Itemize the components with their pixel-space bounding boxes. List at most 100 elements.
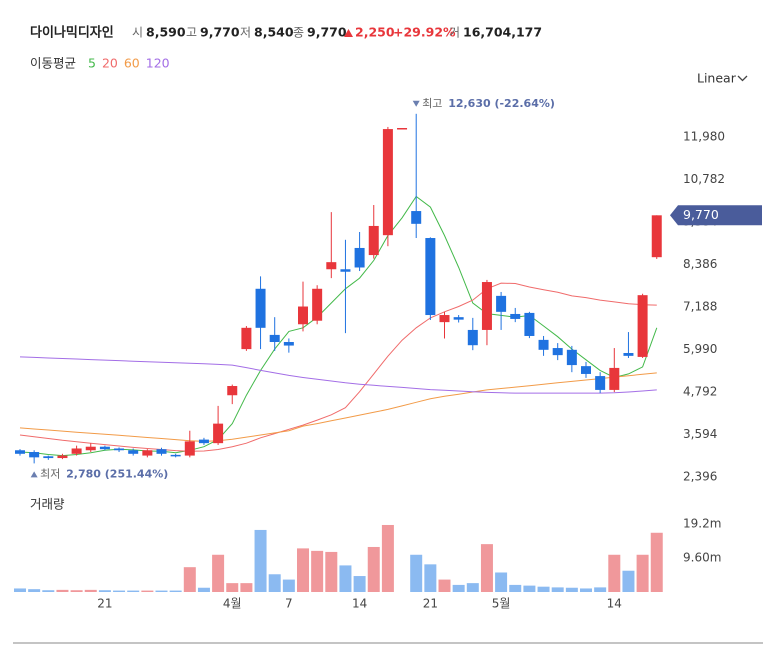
candle-body	[71, 448, 82, 454]
volume-bar	[84, 589, 97, 592]
stock-name: 다이나믹디자인	[30, 25, 114, 41]
high-label: 고	[186, 26, 197, 40]
candle-body	[241, 327, 252, 350]
candle-body	[57, 455, 68, 459]
candle-body	[510, 313, 521, 319]
volume-bar	[480, 544, 493, 592]
candle-body	[312, 288, 323, 321]
candle-body	[29, 452, 40, 458]
volume-bar	[636, 554, 649, 592]
volume-bar	[594, 587, 607, 592]
ma-title: 이동평균	[30, 56, 76, 71]
volume-bar	[650, 532, 663, 592]
candle-body	[581, 366, 591, 374]
volume-bar	[339, 565, 352, 592]
candle-body	[496, 295, 507, 312]
candle-body	[213, 423, 224, 444]
high-prefix: 최고	[422, 97, 442, 110]
volume-bar	[282, 579, 295, 592]
candle-body	[481, 282, 492, 330]
y-tick-label: 3,594	[683, 427, 717, 441]
candle-body	[411, 211, 422, 224]
candle-body	[142, 450, 153, 456]
volume-title: 거래량	[30, 497, 65, 512]
candle-body	[609, 367, 620, 390]
volume-bar	[42, 590, 55, 592]
ma-legend-item: 5	[88, 56, 96, 71]
candle-body	[283, 342, 294, 346]
candle-body	[538, 339, 549, 350]
volume-bar	[410, 554, 423, 592]
low-value: 8,540	[254, 25, 294, 40]
change-value: 2,250	[355, 25, 395, 40]
volume-bar	[537, 586, 550, 592]
y-tick-label: 11,980	[683, 129, 725, 143]
volume-tick-label: 19.2m	[683, 516, 721, 530]
open-label: 시	[132, 26, 143, 40]
x-tick-label: 21	[423, 597, 438, 611]
high-value: 9,770	[200, 25, 240, 40]
volume-bar	[113, 590, 126, 592]
volume-bar	[311, 550, 324, 592]
volume-bar	[551, 587, 564, 592]
y-tick-label: 8,386	[683, 257, 717, 271]
ma-line	[19, 195, 658, 457]
volume-bar	[523, 585, 536, 592]
candle-body	[397, 128, 408, 130]
high-marker	[412, 100, 420, 107]
volume-bar	[424, 564, 437, 592]
candle-body	[368, 225, 379, 256]
candle-body	[467, 329, 478, 346]
y-tick-label: 4,792	[683, 384, 717, 398]
volume-bar	[438, 579, 451, 592]
candle-body	[156, 449, 167, 454]
candle-body	[326, 262, 337, 270]
price-tag	[670, 205, 762, 226]
scale-mode[interactable]: Linear	[697, 71, 737, 86]
volume-bar	[509, 584, 522, 592]
candle-body	[227, 386, 238, 396]
ma-line	[19, 356, 657, 394]
candle-body	[382, 129, 393, 236]
candle-body	[637, 295, 648, 357]
close-label: 종	[293, 26, 304, 40]
x-tick-label: 7	[285, 597, 293, 611]
volume-bar	[254, 529, 267, 592]
y-tick-label: 5,990	[683, 342, 717, 356]
candle-body	[340, 269, 351, 272]
x-tick-label: 4월	[223, 597, 242, 611]
volume-bar	[381, 524, 394, 592]
volume-bar	[28, 589, 41, 592]
up-triangle	[344, 29, 353, 37]
x-tick-label: 14	[607, 597, 622, 611]
ma-legend-item: 60	[124, 56, 140, 71]
candle-body	[566, 349, 577, 366]
candle-body	[552, 348, 563, 356]
ma-legend-item: 20	[102, 56, 118, 71]
x-tick-label: 14	[352, 597, 367, 611]
change-percent: +29.92%	[393, 25, 456, 40]
volume-bar	[14, 588, 26, 592]
chevron[interactable]	[737, 75, 748, 82]
volume-bar	[155, 590, 168, 592]
x-tick-label: 21	[97, 597, 112, 611]
volume-bar	[466, 583, 479, 592]
volume-value: 16,704,177	[463, 25, 542, 40]
volume-tick-label: 9.60m	[683, 550, 721, 564]
candle-body	[255, 288, 266, 328]
volume-bar	[297, 548, 309, 592]
candle-body	[43, 456, 54, 459]
volume-bar	[495, 572, 508, 592]
volume-bar	[452, 584, 465, 592]
candle-body	[198, 439, 209, 444]
volume-bar	[565, 587, 578, 592]
y-tick-label: 2,396	[683, 470, 717, 484]
high-text: 12,630 (-22.64%)	[448, 97, 555, 110]
price-tag-label: 9,770	[683, 207, 719, 222]
candle-body	[170, 454, 181, 457]
low-prefix: 최저	[40, 467, 60, 480]
low-label: 저	[240, 26, 251, 40]
candle-body	[184, 441, 195, 456]
candle-body	[651, 215, 662, 258]
volume-bar	[622, 570, 635, 592]
